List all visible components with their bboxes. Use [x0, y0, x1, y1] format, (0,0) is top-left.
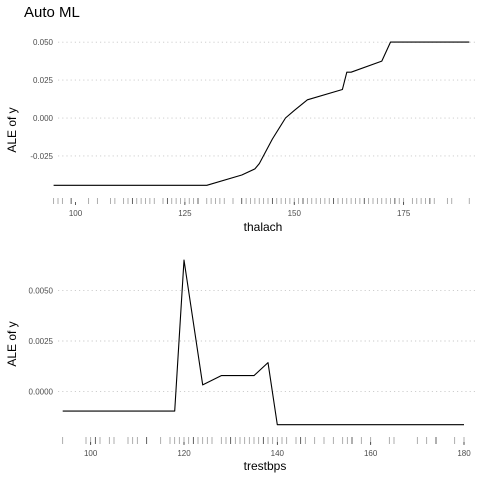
thalach-x-ticks: 100 125 150 175	[69, 202, 411, 218]
trestbps-x-tick-label: 100	[84, 449, 98, 458]
thalach-x-tick-label: 175	[397, 209, 411, 218]
trestbps-ale-panel: 0.0050 0.0025 0.0000 100 120 140 160 180 trest…	[5, 259, 478, 473]
thalach-x-tick-label: 150	[288, 209, 302, 218]
thalach-ale-line	[53, 41, 470, 186]
trestbps-line-layer	[62, 259, 464, 426]
thalach-y-axis-title: ALE of y	[5, 107, 19, 152]
thalach-y-tick-label: 0.050	[33, 38, 54, 47]
trestbps-ale-line	[62, 259, 464, 426]
trestbps-x-axis-title: trestbps	[244, 459, 287, 473]
thalach-ale-panel: 0.050 0.025 0.000 -0.025 100 125 150 175 thala…	[5, 38, 478, 234]
trestbps-rug	[62, 437, 465, 444]
thalach-grid	[58, 41, 478, 157]
trestbps-x-tick-label: 140	[271, 449, 285, 458]
thalach-line-layer	[53, 41, 470, 186]
thalach-rug	[53, 198, 470, 204]
thalach-y-ticks: 0.050 0.025 0.000 -0.025	[30, 38, 53, 161]
figure-title: Auto ML	[24, 4, 80, 21]
thalach-y-tick-label: 0.025	[33, 76, 54, 85]
trestbps-x-tick-label: 160	[364, 449, 378, 458]
thalach-x-tick-label: 100	[69, 209, 83, 218]
trestbps-x-ticks: 100 120 140 160 180	[84, 442, 471, 458]
trestbps-x-tick-label: 180	[457, 449, 471, 458]
trestbps-x-tick-label: 120	[177, 449, 191, 458]
trestbps-y-axis-title: ALE of y	[5, 321, 19, 366]
trestbps-y-tick-label: 0.0025	[29, 337, 54, 346]
trestbps-y-tick-label: 0.0050	[29, 286, 54, 295]
trestbps-y-ticks: 0.0050 0.0025 0.0000	[29, 286, 54, 396]
thalach-x-axis-title: thalach	[244, 220, 283, 234]
thalach-y-tick-label: 0.000	[33, 114, 54, 123]
thalach-y-tick-label: -0.025	[30, 152, 53, 161]
trestbps-grid	[58, 290, 478, 392]
thalach-x-tick-label: 125	[178, 209, 192, 218]
trestbps-y-tick-label: 0.0000	[29, 388, 54, 397]
